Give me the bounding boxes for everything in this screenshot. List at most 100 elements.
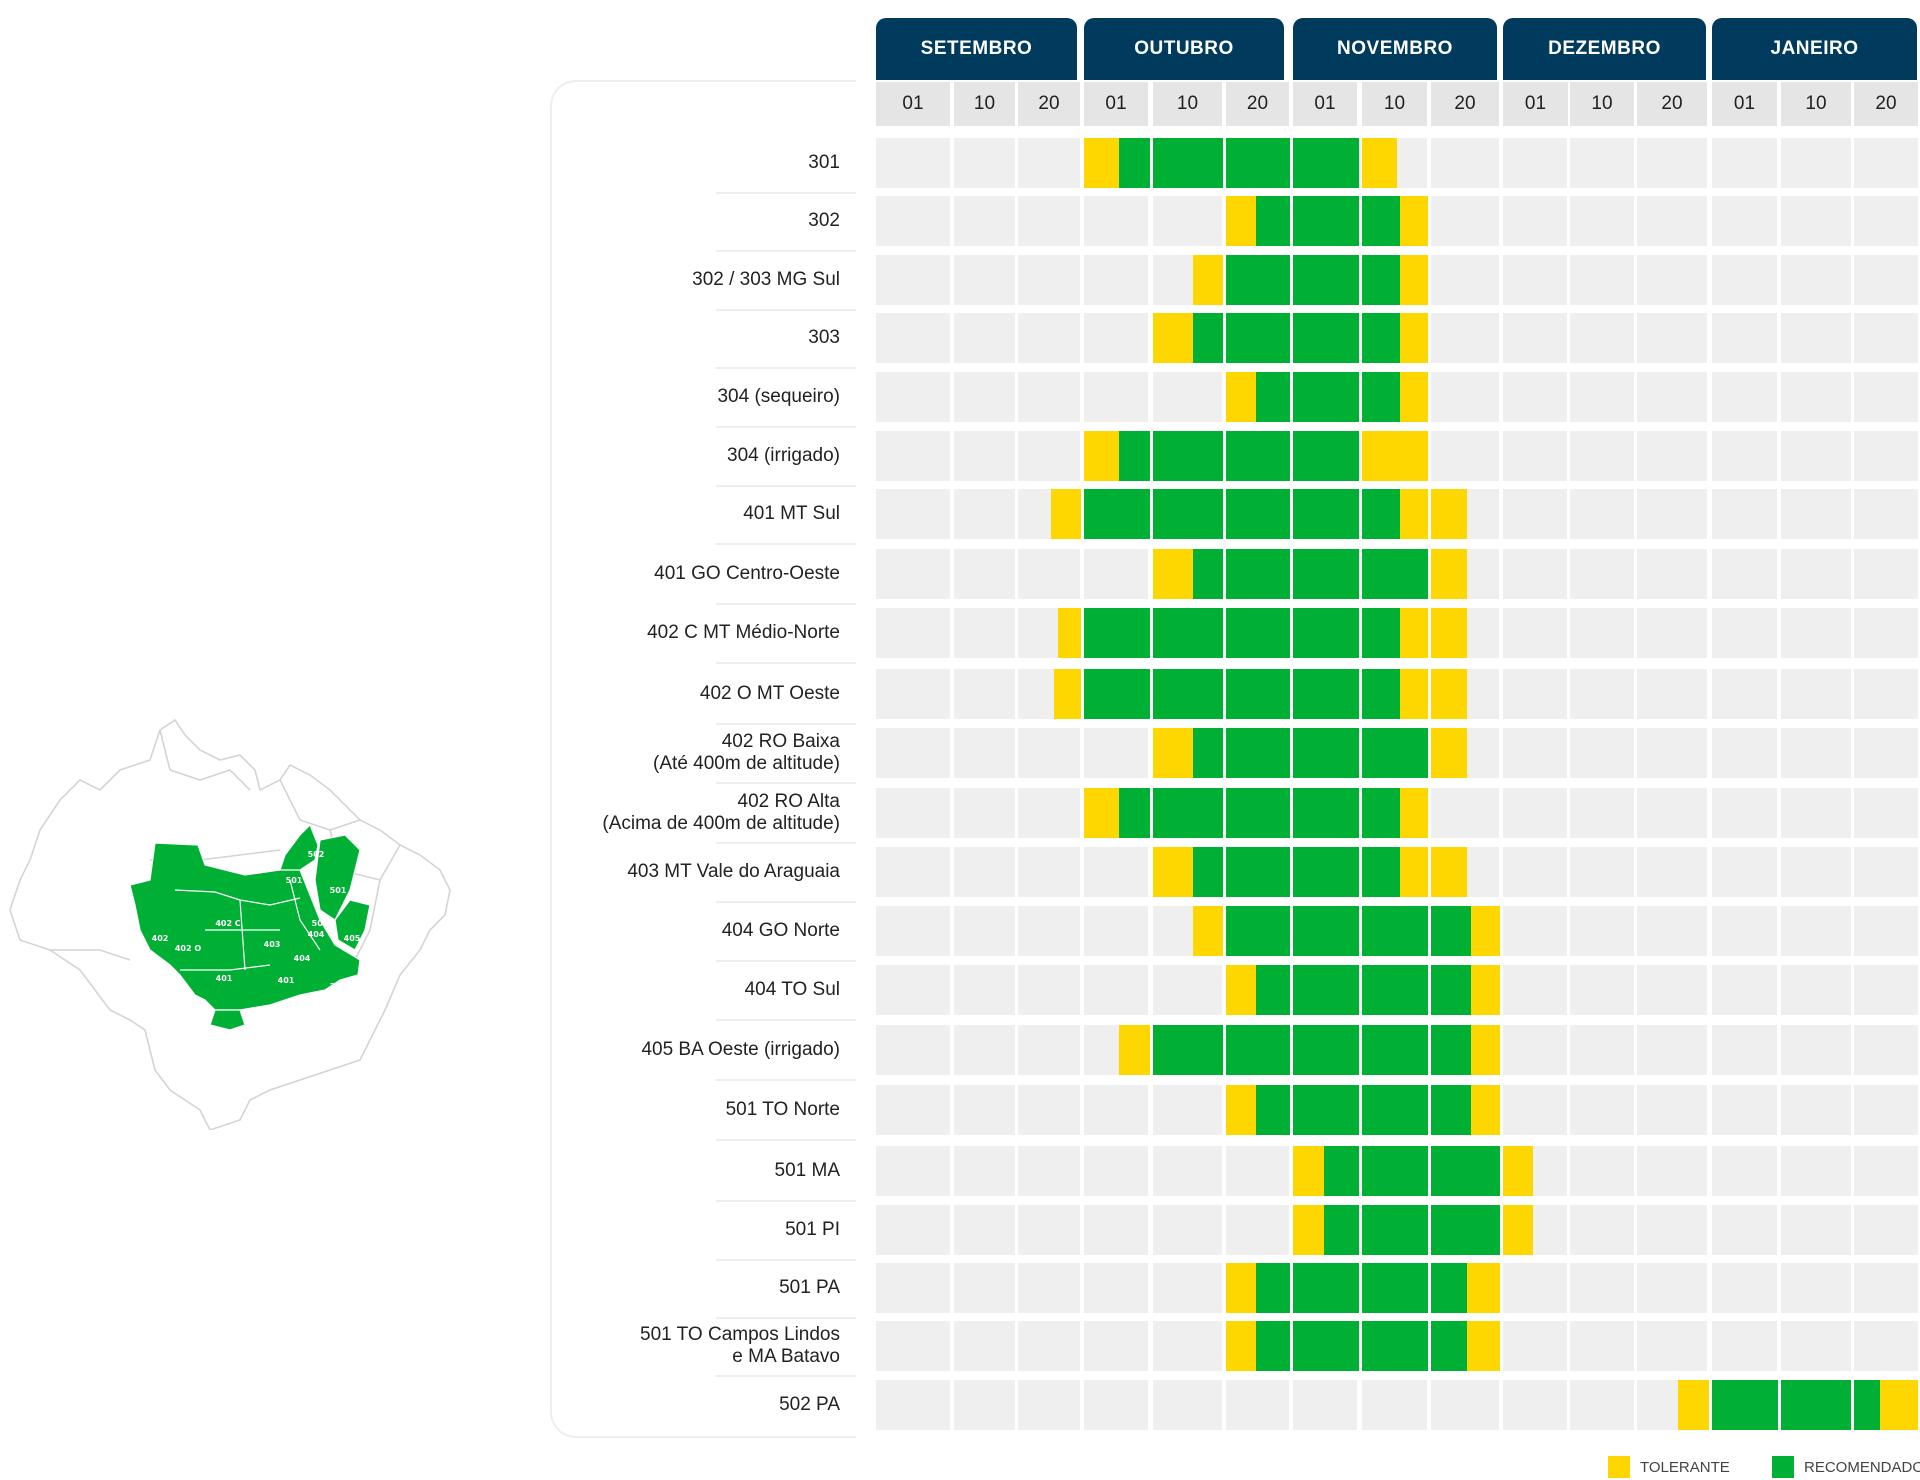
grid-cell bbox=[1781, 431, 1851, 481]
grid-cell bbox=[876, 1205, 950, 1255]
tolerante-bar bbox=[1431, 728, 1467, 778]
row-label: 404 TO Sul bbox=[745, 965, 840, 1015]
grid-cell bbox=[1637, 138, 1707, 188]
column-gap bbox=[1015, 255, 1018, 305]
column-gap bbox=[1851, 906, 1854, 956]
column-gap bbox=[1709, 372, 1712, 422]
column-gap bbox=[1709, 313, 1712, 363]
column-gap bbox=[1778, 372, 1781, 422]
grid-cell bbox=[1637, 1025, 1707, 1075]
grid-cell bbox=[1226, 1146, 1289, 1196]
grid-cell bbox=[1637, 489, 1707, 539]
column-gap bbox=[1778, 138, 1781, 188]
grid-cell bbox=[876, 1025, 950, 1075]
column-gap bbox=[1081, 255, 1084, 305]
column-gap bbox=[1081, 1263, 1084, 1313]
grid-cell bbox=[1503, 431, 1568, 481]
column-gap bbox=[1500, 669, 1503, 719]
day-header: 10 bbox=[1153, 82, 1222, 126]
column-gap bbox=[951, 1380, 954, 1430]
row-label: 405 BA Oeste (irrigado) bbox=[641, 1025, 840, 1075]
grid-cell bbox=[1084, 313, 1148, 363]
column-gap bbox=[1500, 847, 1503, 897]
column-gap bbox=[1567, 1263, 1570, 1313]
column-gap bbox=[1290, 255, 1293, 305]
recomendado-bar bbox=[1324, 1146, 1503, 1196]
column-gap bbox=[1290, 965, 1293, 1015]
grid-cell bbox=[1637, 965, 1707, 1015]
column-gap bbox=[1223, 489, 1226, 539]
grid-cell bbox=[876, 549, 950, 599]
column-gap bbox=[951, 906, 954, 956]
tolerante-bar bbox=[1399, 196, 1431, 246]
column-gap bbox=[1359, 1025, 1362, 1075]
recomendado-bar bbox=[1256, 1085, 1471, 1135]
column-gap bbox=[1150, 728, 1153, 778]
grid-cell bbox=[1570, 431, 1634, 481]
grid-cell bbox=[1854, 431, 1918, 481]
column-gap bbox=[1709, 728, 1712, 778]
grid-cell bbox=[1637, 1321, 1707, 1371]
tolerante-bar bbox=[1226, 196, 1257, 246]
grid-cell bbox=[1637, 906, 1707, 956]
column-gap bbox=[951, 1205, 954, 1255]
row-label-line: 501 MA bbox=[774, 1160, 840, 1181]
column-gap bbox=[1081, 669, 1084, 719]
grid-cell bbox=[1854, 313, 1918, 363]
column-gap bbox=[1290, 1205, 1293, 1255]
row-label: 501 PI bbox=[785, 1205, 840, 1255]
column-gap bbox=[1851, 1263, 1854, 1313]
map-zone-label: 501 bbox=[330, 886, 347, 895]
grid-cell bbox=[954, 549, 1015, 599]
grid-cell bbox=[954, 1380, 1015, 1430]
grid-cell bbox=[954, 1085, 1015, 1135]
column-gap bbox=[1851, 1380, 1854, 1430]
tolerante-bar bbox=[1057, 608, 1084, 658]
column-gap bbox=[1634, 1025, 1637, 1075]
column-gap bbox=[1567, 1380, 1570, 1430]
column-gap bbox=[1500, 138, 1503, 188]
tolerante-bar bbox=[1153, 313, 1194, 363]
column-gap bbox=[1778, 255, 1781, 305]
column-gap bbox=[1015, 1146, 1018, 1196]
column-gap bbox=[1428, 669, 1431, 719]
column-gap bbox=[1290, 608, 1293, 658]
column-gap bbox=[1567, 313, 1570, 363]
grid-cell bbox=[1781, 669, 1851, 719]
tolerante-bar bbox=[1293, 1146, 1325, 1196]
column-gap bbox=[1150, 1263, 1153, 1313]
grid-cell bbox=[1570, 372, 1634, 422]
grid-cell bbox=[876, 1085, 950, 1135]
column-gap bbox=[1500, 906, 1503, 956]
column-gap bbox=[1428, 138, 1431, 188]
grid-cell bbox=[1153, 1321, 1222, 1371]
row-separator bbox=[716, 1317, 856, 1319]
grid-cell bbox=[1018, 728, 1080, 778]
row-label: 403 MT Vale do Araguaia bbox=[627, 847, 840, 897]
column-gap bbox=[1428, 965, 1431, 1015]
column-gap bbox=[1567, 489, 1570, 539]
column-gap bbox=[1428, 1380, 1431, 1430]
recomendado-bar bbox=[1256, 965, 1471, 1015]
tolerante-bar bbox=[1153, 549, 1194, 599]
grid-cell bbox=[1781, 1025, 1851, 1075]
column-gap bbox=[1778, 1025, 1781, 1075]
grid-cell bbox=[1084, 965, 1148, 1015]
column-gap bbox=[1081, 788, 1084, 838]
grid-cell bbox=[1503, 728, 1568, 778]
row-separator bbox=[716, 426, 856, 428]
month-header: SETEMBRO bbox=[876, 18, 1077, 80]
grid-cell bbox=[1781, 1146, 1851, 1196]
column-gap bbox=[1081, 138, 1084, 188]
column-gap bbox=[1150, 1205, 1153, 1255]
row-label: 401 GO Centro-Oeste bbox=[654, 549, 840, 599]
grid-cell bbox=[1781, 965, 1851, 1015]
day-header: 20 bbox=[1018, 82, 1080, 126]
column-gap bbox=[1359, 1321, 1362, 1371]
grid-cell bbox=[1503, 788, 1568, 838]
column-gap bbox=[1150, 196, 1153, 246]
legend-item: RECOMENDADO bbox=[1772, 1456, 1920, 1478]
column-gap bbox=[1634, 669, 1637, 719]
tolerante-bar bbox=[1084, 138, 1119, 188]
column-gap bbox=[1081, 489, 1084, 539]
